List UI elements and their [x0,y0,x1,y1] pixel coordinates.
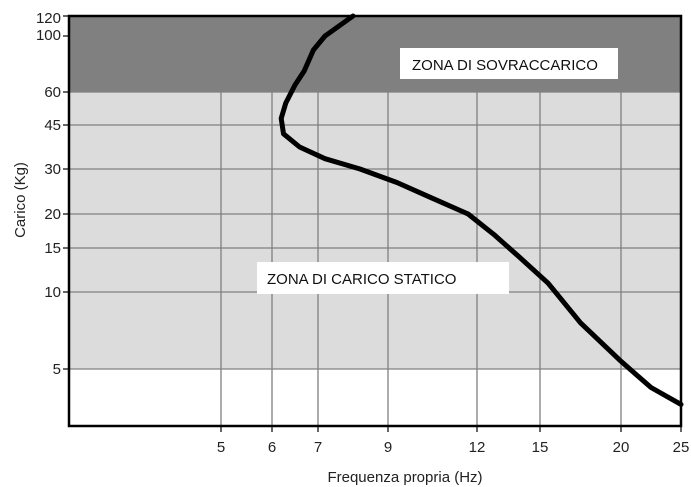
x-tick-label: 12 [469,439,486,456]
overload-zone-label: ZONA DI SOVRACCARICO [412,57,598,74]
y-tick-label: 120 [36,10,61,27]
overload-zone-label-box [400,48,618,79]
static-zone-label: ZONA DI CARICO STATICO [267,271,456,288]
y-axis-label: Carico (Kg) [12,162,29,238]
x-tick-label: 6 [268,439,276,456]
x-tick-label: 20 [613,439,630,456]
y-tick-label: 60 [44,84,61,101]
x-tick-label: 25 [673,439,690,456]
y-tick-label: 5 [53,361,61,378]
x-tick-label: 7 [314,439,322,456]
labels-layer: ZONA DI SOVRACCARICO ZONA DI CARICO STAT… [257,48,618,294]
x-tick-label: 15 [532,439,549,456]
x-axis-label: Frequenza propria (Hz) [327,469,482,486]
y-tick-label: 20 [44,206,61,223]
plot-frame [67,14,683,428]
y-tick-label: 100 [36,27,61,44]
x-tick-label: 5 [217,439,225,456]
natural-frequency-curve [278,13,684,407]
curve-layer [278,13,684,407]
y-tick-label: 45 [44,117,61,134]
x-tick-label: 9 [384,439,392,456]
y-tick-label: 30 [44,161,61,178]
static-zone-label-box [257,262,509,294]
y-tick-label: 15 [44,240,61,257]
static-zone [69,92,681,369]
y-tick-label: 10 [44,284,61,301]
